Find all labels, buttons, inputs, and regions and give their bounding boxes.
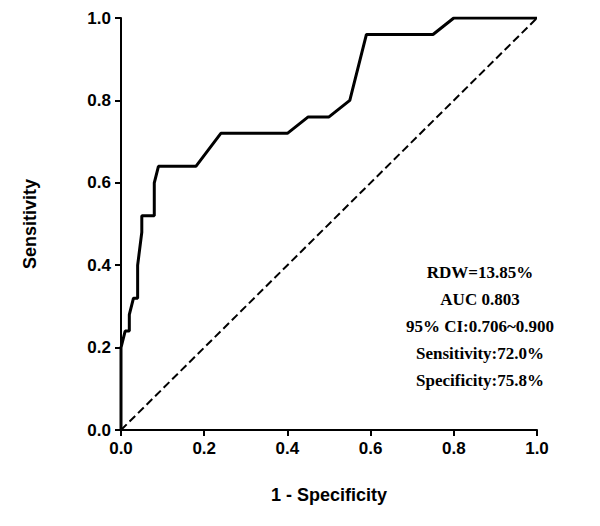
svg-text:1.0: 1.0 (525, 439, 549, 458)
svg-text:RDW=13.85%: RDW=13.85% (427, 263, 534, 282)
svg-text:AUC 0.803: AUC 0.803 (440, 290, 519, 309)
svg-text:Sensitivity:72.0%: Sensitivity:72.0% (416, 344, 544, 363)
svg-text:0.2: 0.2 (87, 338, 111, 357)
svg-text:1.0: 1.0 (87, 9, 111, 28)
svg-text:95% CI:0.706~0.900: 95% CI:0.706~0.900 (406, 317, 554, 336)
svg-text:0.4: 0.4 (87, 256, 111, 275)
svg-text:0.6: 0.6 (359, 439, 383, 458)
svg-text:0.4: 0.4 (276, 439, 300, 458)
svg-text:0.2: 0.2 (192, 439, 216, 458)
svg-text:0.8: 0.8 (442, 439, 466, 458)
svg-text:0.6: 0.6 (87, 173, 111, 192)
svg-text:1 - Specificity: 1 - Specificity (271, 485, 387, 505)
svg-text:0.0: 0.0 (109, 439, 133, 458)
svg-text:Sensitivity: Sensitivity (20, 179, 40, 269)
svg-text:0.8: 0.8 (87, 91, 111, 110)
svg-text:0.0: 0.0 (87, 421, 111, 440)
svg-text:Specificity:75.8%: Specificity:75.8% (416, 371, 544, 390)
